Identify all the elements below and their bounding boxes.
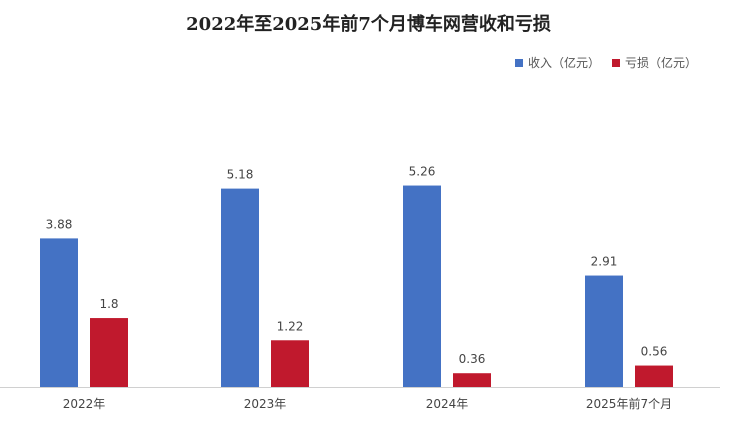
x-tick-label-3: 2025年前7个月	[586, 396, 672, 411]
revenue-bar-3	[585, 275, 623, 387]
loss-bar-2	[453, 373, 491, 387]
revenue-data-label-0: 3.88	[46, 217, 73, 231]
legend: 收入（亿元） 亏损（亿元）	[503, 54, 697, 71]
loss-bar-3	[635, 365, 673, 387]
revenue-bar-0	[40, 238, 78, 387]
revenue-data-label-2: 5.26	[409, 165, 436, 179]
legend-item-revenue: 收入（亿元）	[514, 54, 600, 71]
x-tick-label-1: 2023年	[244, 397, 287, 411]
loss-bar-0	[90, 318, 128, 387]
loss-bar-1	[271, 340, 309, 387]
revenue-bar-1	[221, 188, 259, 387]
loss-data-label-3: 0.56	[641, 345, 668, 359]
legend-label-revenue: 收入（亿元）	[527, 56, 600, 70]
legend-item-loss: 亏损（亿元）	[611, 54, 697, 71]
revenue-bar-2	[403, 185, 441, 387]
chart-title: 2022年至2025年前7个月博车网营收和亏损	[186, 14, 551, 35]
loss-data-label-2: 0.36	[459, 352, 486, 366]
legend-label-loss: 亏损（亿元）	[624, 56, 697, 70]
x-tick-label-0: 2022年	[63, 397, 106, 411]
loss-data-label-1: 1.22	[277, 319, 304, 333]
revenue-data-label-1: 5.18	[227, 168, 254, 182]
x-tick-label-2: 2024年	[426, 397, 469, 411]
revenue-data-label-3: 2.91	[591, 255, 618, 269]
loss-data-label-0: 1.8	[99, 297, 118, 311]
legend-swatch-revenue	[514, 58, 523, 67]
legend-swatch-loss	[611, 58, 620, 67]
